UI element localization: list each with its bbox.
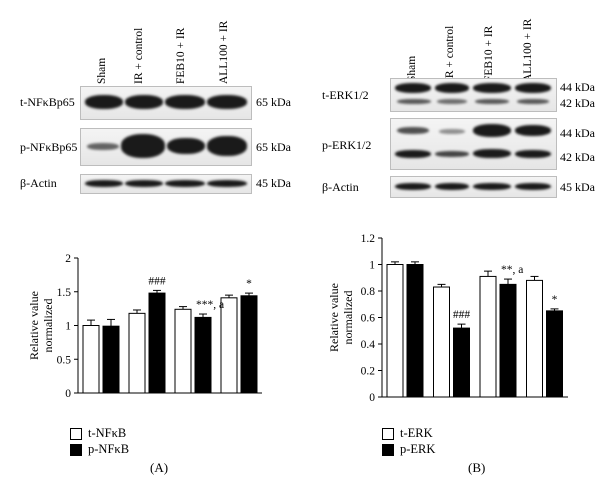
y-axis-label: normalized: [41, 299, 55, 353]
lane-label-ir-control-a: IR + control: [133, 27, 145, 84]
kda-actin-a: 45 kDa: [256, 176, 291, 190]
lane-label-all100-a: ALL100 + IR: [218, 20, 230, 84]
blot-p-nfkb: [80, 128, 252, 166]
legend-swatch-open: [70, 427, 82, 440]
bar: [453, 327, 470, 398]
blot-t-nfkb: [80, 86, 252, 120]
blot-label-actin-a: β-Actin: [20, 176, 57, 190]
y-tick-label: 0: [65, 388, 71, 400]
kda-t-erk-44: 44 kDa: [560, 80, 595, 94]
blot-p-erk: [390, 118, 557, 170]
legend-label-t-erk: t-ERK: [400, 426, 433, 440]
legend-swatch-filled: [70, 443, 82, 456]
y-tick-label: 1: [369, 260, 375, 272]
y-tick-label: 1.2: [361, 233, 376, 245]
legend-label-t-nfkb: t-NFκB: [88, 426, 127, 440]
y-tick-label: 0: [369, 392, 375, 404]
bar: [102, 325, 120, 394]
bar-annotation: ###: [148, 275, 166, 287]
y-axis-label: Relative value: [27, 291, 41, 360]
lane-label-all100-b: ALL100 + IR: [522, 18, 534, 82]
legend-p-nfkb: p-NFκB: [70, 442, 129, 457]
lane-label-sham-a: Sham: [96, 57, 108, 84]
bar: [240, 295, 258, 394]
y-tick-label: 2: [65, 253, 71, 265]
chart-erk: 0 0.2 0.4 0.6 0.8 1 1.2 Relative value normalize…: [327, 233, 568, 404]
lane-label-feb10-a: FEB10 + IR: [175, 27, 187, 84]
legend-label-p-erk: p-ERK: [400, 442, 436, 456]
y-tick-label: 0.2: [361, 366, 376, 378]
bar-annotation: ###: [453, 309, 471, 321]
panel-letter-a: (A): [150, 460, 169, 475]
bar: [148, 292, 166, 394]
lane-label-feb10-b: FEB10 + IR: [483, 25, 495, 82]
kda-p-nfkb: 65 kDa: [256, 140, 291, 154]
legend-swatch-open: [382, 427, 394, 440]
blot-t-erk: [390, 78, 557, 112]
y-tick-label: 0.6: [361, 313, 376, 325]
bar-annotation: *: [246, 278, 252, 290]
legend-label-p-nfkb: p-NFκB: [88, 442, 130, 456]
blot-label-p-nfkb: p-NFκBp65: [20, 140, 78, 154]
kda-t-nfkb: 65 kDa: [256, 95, 291, 109]
y-tick-label: 1.5: [57, 287, 72, 299]
kda-t-erk-42: 42 kDa: [560, 96, 595, 110]
bar: [479, 275, 497, 398]
chart-nfkb: 0 0.5 1 1.5 2 Relative value normalized ### ***,…: [27, 253, 262, 400]
y-axis-label: normalized: [341, 291, 355, 345]
legend-t-erk: t-ERK: [382, 426, 433, 441]
panel-letter-b: (B): [468, 460, 486, 475]
bar-annotation: ***, a: [196, 299, 224, 311]
y-tick-label: 0.8: [361, 286, 376, 298]
y-axis-label: Relative value: [327, 283, 341, 352]
blot-label-t-erk: t-ERK1/2: [322, 88, 369, 102]
blot-label-p-erk: p-ERK1/2: [322, 138, 372, 152]
bar: [128, 312, 146, 394]
blot-label-actin-b: β-Actin: [322, 180, 359, 194]
legend-swatch-filled: [382, 443, 394, 456]
kda-p-erk-44: 44 kDa: [560, 126, 595, 140]
kda-actin-b: 45 kDa: [560, 180, 595, 194]
y-tick-label: 0.4: [361, 339, 376, 351]
bar: [194, 316, 212, 394]
y-tick-label: 0.5: [57, 354, 72, 366]
bar: [546, 310, 563, 398]
bar-annotation: *: [552, 294, 558, 306]
bar: [526, 279, 543, 398]
bar: [386, 264, 404, 398]
kda-p-erk-42: 42 kDa: [560, 150, 595, 164]
legend-t-nfkb: t-NFκB: [70, 426, 126, 441]
legend-p-erk: p-ERK: [382, 442, 435, 457]
bar: [433, 286, 450, 398]
bar: [82, 325, 100, 394]
y-tick-label: 1: [65, 321, 71, 333]
bar-annotation: **, a: [501, 264, 523, 276]
blot-label-t-nfkb: t-NFκBp65: [20, 95, 75, 109]
blot-actin-b: [390, 176, 557, 198]
bar: [174, 308, 192, 394]
bar: [499, 283, 517, 398]
bar: [406, 264, 424, 398]
bar: [220, 297, 238, 394]
lane-label-ir-control-b: IR + control: [444, 25, 456, 82]
blot-actin-a: [80, 174, 252, 194]
